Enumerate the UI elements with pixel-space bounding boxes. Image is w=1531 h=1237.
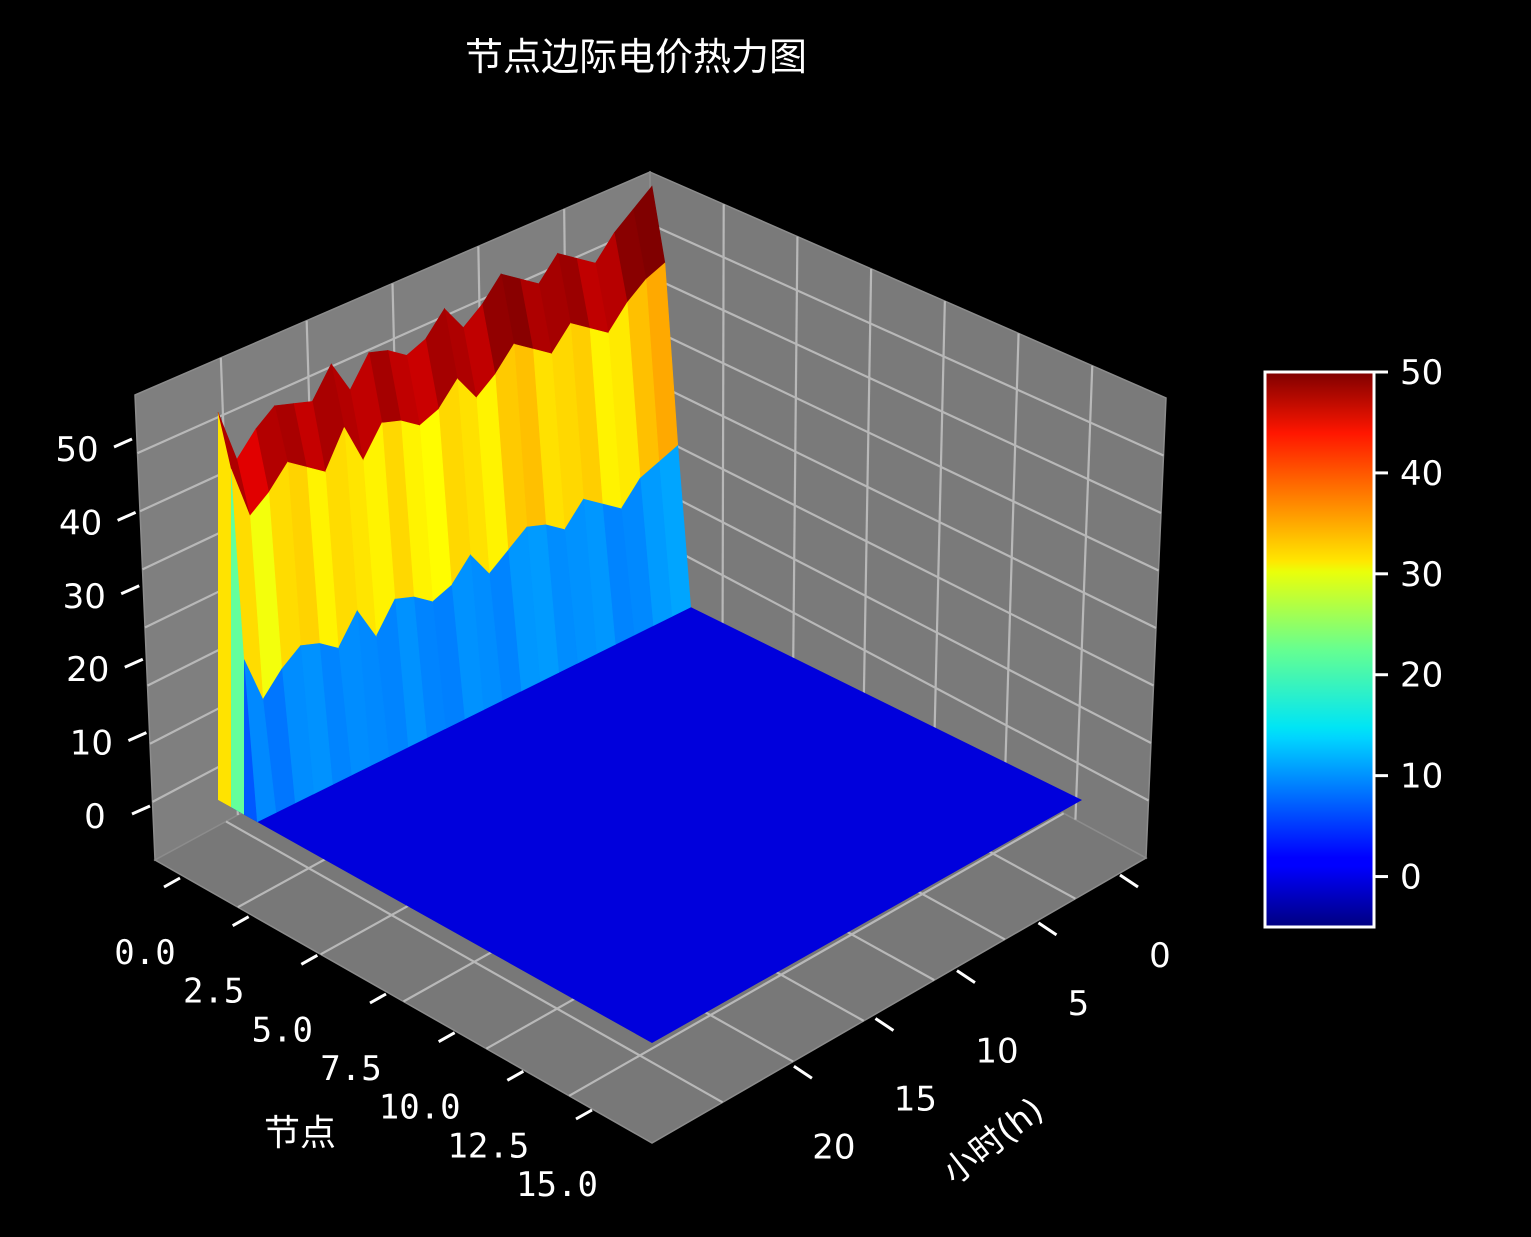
z-tick-label: 0 bbox=[84, 797, 106, 837]
x-tick-label: 15.0 bbox=[516, 1165, 598, 1205]
x-tick-mark bbox=[437, 1031, 456, 1043]
x-tick-label: 12.5 bbox=[447, 1126, 529, 1166]
colorbar-tick-label: 10 bbox=[1400, 757, 1443, 797]
z-tick-label: 10 bbox=[70, 724, 113, 764]
x-tick-mark bbox=[163, 876, 181, 889]
x-axis-label: 节点 bbox=[264, 1113, 336, 1154]
surface-front-face bbox=[244, 659, 258, 822]
x-tick-mark bbox=[369, 992, 387, 1005]
z-tick-label: 30 bbox=[63, 577, 106, 617]
z-tick-mark bbox=[127, 731, 148, 742]
y-tick-label: 5 bbox=[1068, 984, 1090, 1024]
x-tick-mark bbox=[575, 1108, 593, 1121]
z-tick-mark bbox=[116, 511, 137, 522]
colorbar-tick-label: 50 bbox=[1400, 353, 1443, 393]
x-tick-label: 5.0 bbox=[252, 1010, 313, 1050]
colorbar-tick-label: 30 bbox=[1400, 555, 1443, 595]
y-tick-mark bbox=[793, 1065, 813, 1080]
z-tick-mark bbox=[124, 657, 144, 669]
colorbar-gradient bbox=[1263, 370, 1376, 929]
z-tick-mark bbox=[120, 584, 140, 596]
y-tick-label: 20 bbox=[812, 1127, 855, 1167]
y-tick-label: 15 bbox=[894, 1079, 937, 1119]
y-axis-ticks: 0 5 10 15 20 bbox=[793, 873, 1171, 1167]
surface-front-face bbox=[231, 468, 245, 815]
colorbar: 0 10 20 30 40 50 bbox=[1263, 353, 1443, 929]
z-tick-label: 40 bbox=[59, 503, 102, 543]
x-axis-ticks: 0.02.55.07.510.012.515.0 bbox=[114, 876, 598, 1205]
z-tick-label: 20 bbox=[66, 650, 109, 690]
x-tick-label: 2.5 bbox=[183, 972, 244, 1012]
colorbar-tick-label: 40 bbox=[1400, 454, 1443, 494]
x-tick-label: 7.5 bbox=[320, 1049, 381, 1089]
y-tick-mark bbox=[956, 969, 976, 984]
chart-title: 节点边际电价热力图 bbox=[465, 35, 807, 79]
surface bbox=[217, 185, 1082, 1043]
x-tick-label: 10.0 bbox=[379, 1088, 461, 1128]
y-tick-label: 10 bbox=[975, 1032, 1018, 1072]
x-tick-mark bbox=[231, 915, 250, 927]
x-tick-label: 0.0 bbox=[114, 933, 175, 973]
y-tick-mark bbox=[1037, 921, 1058, 937]
y-tick-mark bbox=[1119, 873, 1139, 889]
surface-front-face bbox=[218, 412, 232, 808]
y-axis-label: 小时(h) bbox=[935, 1090, 1051, 1193]
z-axis-ticks: 0 10 20 30 40 50 bbox=[55, 430, 151, 837]
y-tick-label: 0 bbox=[1149, 936, 1171, 976]
x-tick-mark bbox=[300, 954, 319, 966]
surface-patch bbox=[243, 659, 277, 823]
z-tick-mark bbox=[131, 804, 151, 816]
z-tick-mark bbox=[113, 437, 133, 449]
colorbar-tick-label: 20 bbox=[1400, 656, 1443, 696]
x-tick-mark bbox=[506, 1070, 525, 1082]
z-tick-label: 50 bbox=[55, 430, 98, 470]
y-tick-mark bbox=[874, 1017, 895, 1032]
colorbar-ticks: 0 10 20 30 40 50 bbox=[1374, 353, 1443, 898]
colorbar-tick-label: 0 bbox=[1400, 858, 1422, 898]
